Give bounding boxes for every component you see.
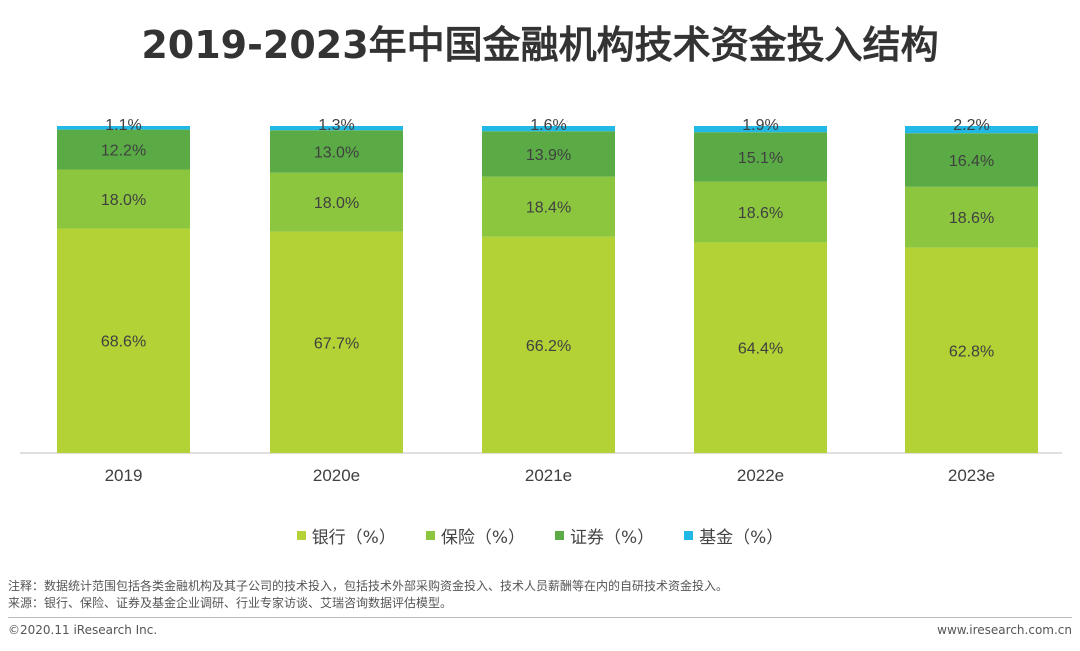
data-label-bank-2022e: 64.4% [738, 341, 783, 358]
legend-label-securities: 证券（%） [570, 528, 655, 548]
data-label-bank-2020e: 67.7% [314, 335, 359, 352]
chart-legend: 银行（%） 保险（%） 证券（%） 基金（%） [0, 523, 1080, 548]
source-text: 来源：银行、保险、证券及基金企业调研、行业专家访谈、艾瑞咨询数据评估模型。 [8, 596, 453, 610]
legend-swatch-securities [555, 531, 564, 540]
x-tick-label-2019: 2019 [105, 466, 143, 485]
bar-insurance-2023e [905, 186, 1038, 248]
footer-divider [8, 617, 1072, 618]
bar-fund-2021e [482, 126, 615, 132]
bar-securities-2020e [270, 130, 403, 173]
data-label-fund-2022e: 1.9% [742, 117, 778, 134]
data-label-bank-2019: 68.6% [101, 334, 146, 351]
data-label-securities-2019: 12.2% [101, 143, 146, 160]
stacked-bar-chart: 68.6% 18.0% 12.2% 1.1% 2019 67.7% 18.0% 13.0% 1.… [20, 117, 1062, 485]
data-label-insurance-2019: 18.0% [101, 192, 146, 209]
legend-swatch-fund [684, 531, 694, 540]
data-label-insurance-2022e: 18.6% [738, 205, 783, 222]
data-label-securities-2023e: 16.4% [949, 153, 994, 170]
bar-bank-2020e [270, 231, 403, 453]
data-label-fund-2019: 1.1% [105, 117, 141, 134]
website-link[interactable]: www.iresearch.com.cn [937, 623, 1072, 637]
bar-securities-2022e [694, 132, 827, 182]
legend-swatch-insurance [425, 531, 435, 540]
bar-bank-2019 [57, 228, 190, 453]
bar-securities-2019 [57, 129, 190, 170]
data-label-insurance-2023e: 18.6% [949, 210, 994, 227]
data-label-securities-2022e: 15.1% [738, 150, 783, 167]
legend-item-fund: 基金（%） [684, 523, 783, 548]
bar-bank-2022e [694, 242, 827, 453]
legend-item-bank: 银行（%） [296, 523, 396, 548]
chart-notes: 注释：数据统计范围包括各类金融机构及其子公司的技术投入，包括技术外部采购资金投入… [8, 578, 728, 612]
data-label-fund-2021e: 1.6% [530, 117, 566, 134]
note-text: 注释：数据统计范围包括各类金融机构及其子公司的技术投入，包括技术外部采购资金投入… [8, 579, 729, 593]
bar-insurance-2020e [270, 172, 403, 232]
bar-fund-2023e [905, 126, 1038, 134]
bar-bank-2021e [482, 236, 615, 453]
data-label-securities-2021e: 13.9% [526, 147, 571, 164]
data-label-fund-2023e: 2.2% [953, 117, 989, 134]
bar-securities-2021e [482, 131, 615, 177]
bar-insurance-2021e [482, 176, 615, 237]
data-label-bank-2021e: 66.2% [526, 338, 571, 355]
copyright-text: ©2020.11 iResearch Inc. [8, 623, 158, 637]
legend-label-insurance: 保险（%） [440, 528, 525, 548]
x-tick-label-2021e: 2021e [525, 466, 572, 485]
bar-fund-2020e [270, 126, 403, 131]
chart-title: 2019-2023年中国金融机构技术资金投入结构 [141, 23, 939, 67]
legend-item-securities: 证券（%） [555, 523, 654, 548]
data-label-fund-2020e: 1.3% [318, 117, 354, 134]
bar-bank-2023e [905, 247, 1038, 453]
data-label-securities-2020e: 13.0% [314, 145, 359, 162]
legend-item-insurance: 保险（%） [425, 523, 525, 548]
bar-securities-2023e [905, 133, 1038, 187]
x-tick-label-2023e: 2023e [948, 466, 995, 485]
legend-label-bank: 银行（%） [311, 528, 396, 548]
x-tick-label-2022e: 2022e [737, 466, 784, 485]
bar-fund-2019 [57, 126, 190, 130]
bar-fund-2022e [694, 126, 827, 133]
data-label-bank-2023e: 62.8% [949, 343, 994, 360]
bar-insurance-2019 [57, 169, 190, 229]
legend-swatch-bank [296, 531, 306, 540]
data-label-insurance-2020e: 18.0% [314, 195, 359, 212]
legend-label-fund: 基金（%） [699, 528, 784, 548]
data-label-insurance-2021e: 18.4% [526, 200, 571, 217]
x-tick-label-2020e: 2020e [313, 466, 360, 485]
bar-insurance-2022e [694, 181, 827, 243]
